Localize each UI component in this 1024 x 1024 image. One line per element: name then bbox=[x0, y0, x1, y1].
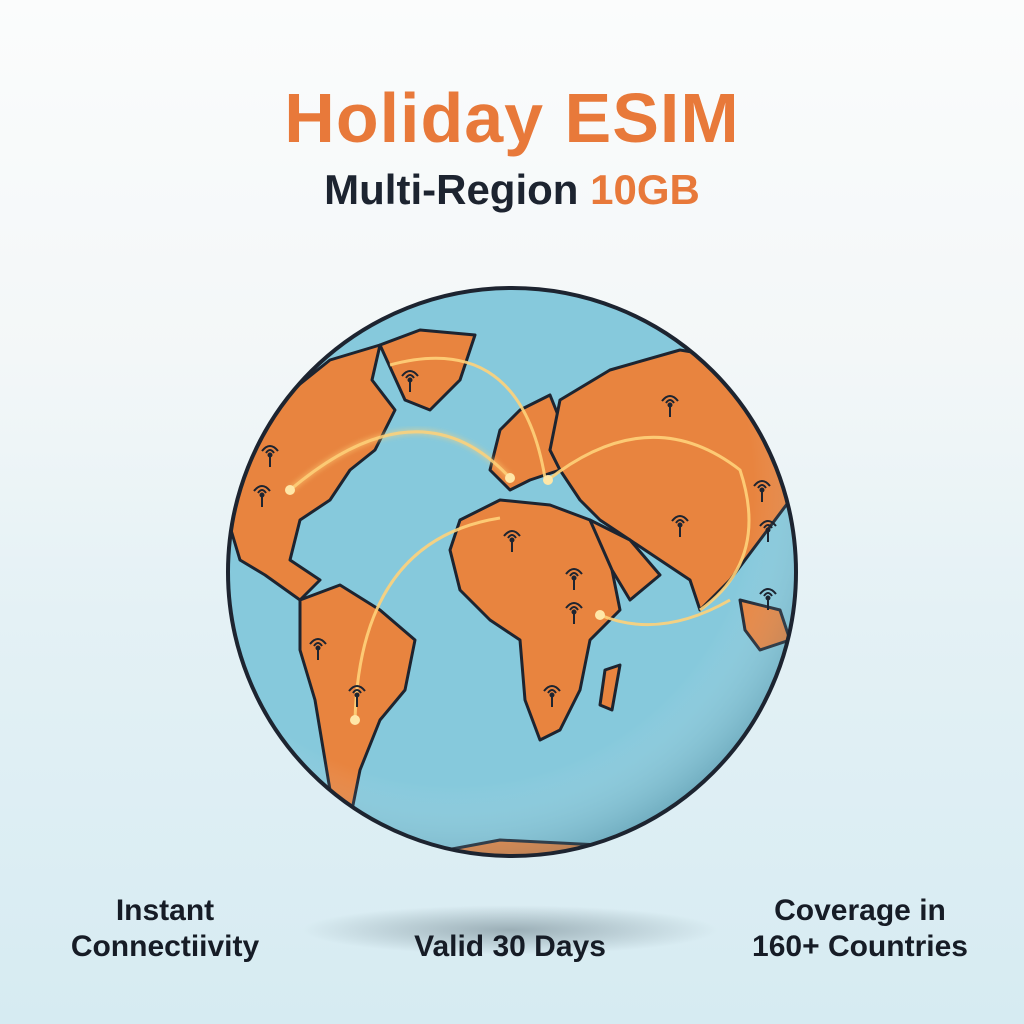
signal-antenna-icon bbox=[401, 370, 419, 392]
signal-antenna-icon bbox=[565, 602, 583, 624]
signal-antenna-icon bbox=[543, 685, 561, 707]
feature-line: 160+ Countries bbox=[752, 930, 968, 963]
signal-antenna-icon bbox=[661, 395, 679, 417]
signal-markers bbox=[253, 370, 777, 707]
signal-antenna-icon bbox=[348, 685, 366, 707]
signal-antenna-icon bbox=[503, 530, 521, 552]
feature-coverage: Coverage in 160+ Countries bbox=[730, 893, 990, 965]
feature-line: Connectiivity bbox=[70, 930, 260, 963]
subtitle-main: Multi-Region bbox=[324, 166, 579, 213]
globe-shadow bbox=[300, 905, 720, 955]
feature-line: Instant bbox=[115, 894, 215, 927]
signal-antenna-icon bbox=[753, 480, 771, 502]
signal-antenna-icon bbox=[565, 568, 583, 590]
signal-antenna-icon bbox=[261, 445, 279, 467]
signal-antenna-icon bbox=[671, 515, 689, 537]
feature-instant-connectivity: Instant Connectiivity bbox=[60, 893, 270, 965]
product-title: Holiday ESIM bbox=[284, 79, 740, 157]
signal-antenna-icon bbox=[759, 520, 777, 542]
feature-validity: Valid 30 Days bbox=[370, 929, 650, 965]
feature-line: Coverage in bbox=[774, 894, 946, 927]
globe-outline bbox=[226, 286, 798, 858]
feature-line: Valid 30 Days bbox=[414, 930, 606, 963]
product-subtitle: Multi-Region 10GB bbox=[0, 166, 1024, 214]
signal-antenna-icon bbox=[759, 588, 777, 610]
subtitle-data-amount: 10GB bbox=[590, 166, 700, 213]
signal-antenna-icon bbox=[309, 638, 327, 660]
signal-antenna-icon bbox=[253, 485, 271, 507]
